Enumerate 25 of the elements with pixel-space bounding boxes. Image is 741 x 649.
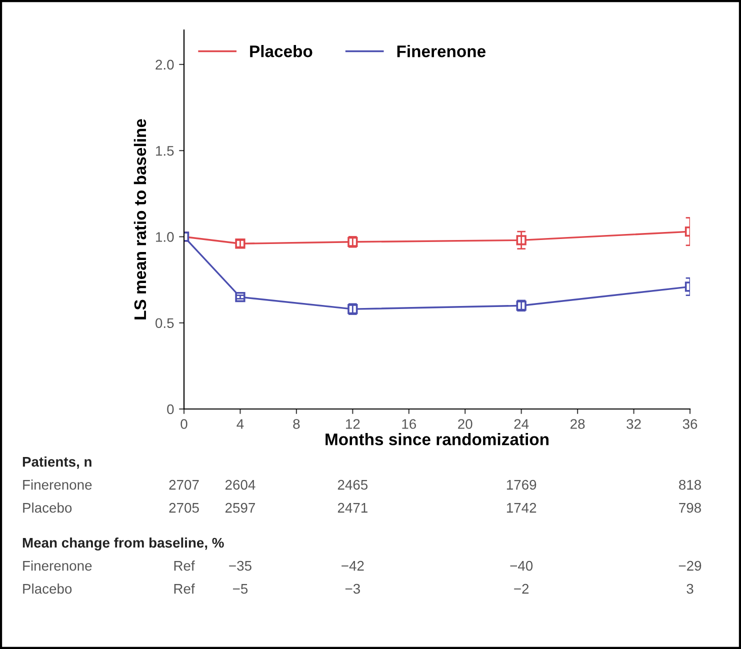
- y-tick-label: 0.5: [156, 318, 174, 328]
- x-tick-label: 32: [626, 419, 641, 429]
- text: Finerenone Ref −35 −42 −40 −29: [23, 560, 702, 571]
- x-tick-label: 4: [236, 419, 244, 429]
- x-tick-label: 24: [514, 419, 529, 429]
- legend-label: Placebo: [250, 45, 312, 58]
- x-axis-title: Months since randomization: [326, 433, 548, 446]
- text: Finerenone 2707 2604 2465 1769 818: [23, 480, 701, 490]
- y-tick-label: 1.5: [156, 146, 174, 156]
- y-tick-label: 1.0: [156, 232, 174, 242]
- x-tick-label: 0: [180, 419, 188, 429]
- y-tick-label: 2.0: [156, 60, 174, 70]
- legend-label: Finerenone: [397, 45, 486, 58]
- text: Patients, n: [22, 456, 92, 469]
- text: Placebo 2705 2597 2471 1742 798: [23, 502, 701, 513]
- text: Mean change from baseline, %: [22, 537, 224, 551]
- x-tick-label: 12: [346, 419, 360, 429]
- text: Placebo Ref −5 −3 −2 3: [23, 584, 694, 594]
- y-tick-label: 0: [167, 404, 174, 414]
- y-axis-title: LS mean ratio to baseline: [134, 119, 146, 320]
- x-tick-label: 20: [458, 419, 472, 429]
- x-tick-label: 8: [293, 419, 300, 429]
- x-tick-label: 16: [402, 419, 416, 429]
- x-tick-label: 28: [570, 419, 585, 429]
- x-tick-label: 36: [682, 419, 698, 429]
